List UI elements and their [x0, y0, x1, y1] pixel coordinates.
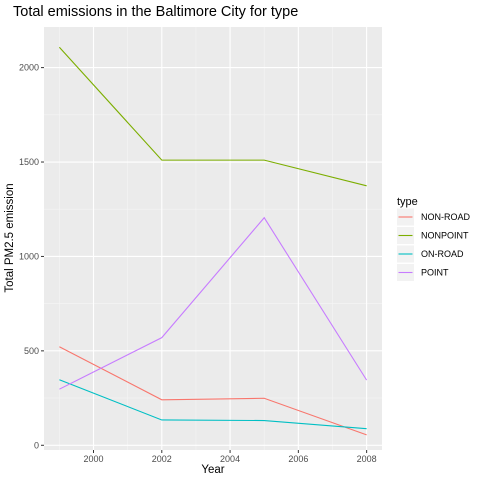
x-tick-label: 2004 [220, 454, 240, 464]
y-tick-label: 500 [24, 346, 39, 356]
legend-item-point: POINT [397, 264, 449, 281]
legend-label: NONPOINT [421, 231, 469, 241]
legend-items: NON-ROAD NONPOINT ON-ROAD POINT [397, 208, 470, 281]
y-tick-label: 0 [34, 440, 39, 450]
x-tick-label: 2008 [357, 454, 377, 464]
series-line-non-road [59, 346, 367, 436]
legend-label: POINT [421, 268, 449, 278]
series-line-nonpoint [58, 46, 367, 187]
series-lines [58, 46, 368, 436]
legend-item-on-road: ON-ROAD [397, 245, 464, 263]
plot-panel [44, 27, 382, 450]
legend-item-nonpoint: NONPOINT [397, 227, 469, 244]
x-tick-label: 2002 [152, 454, 172, 464]
x-axis: 2000 2002 2004 2006 2008 [83, 450, 377, 464]
legend: type NON-ROAD NONPOINT ON-ROAD POINT [397, 196, 470, 281]
series-line-point [59, 216, 368, 390]
legend-label: ON-ROAD [421, 249, 464, 259]
grid-minor [44, 27, 382, 450]
y-tick-label: 2000 [19, 63, 39, 73]
y-tick-label: 1000 [19, 251, 39, 261]
legend-label: NON-ROAD [421, 212, 470, 222]
x-tick-label: 2006 [288, 454, 308, 464]
chart-title: Total emissions in the Baltimore City fo… [13, 4, 298, 20]
y-axis-title: Total PM2.5 emission [4, 183, 16, 292]
x-tick-label: 2000 [83, 454, 103, 464]
legend-item-non-road: NON-ROAD [397, 208, 470, 226]
y-tick-label: 1500 [19, 157, 39, 167]
y-axis: 0 500 1000 1500 2000 [19, 63, 44, 450]
x-axis-title: Year [201, 464, 224, 476]
legend-title: type [397, 196, 418, 208]
series-line-on-road [59, 379, 367, 430]
